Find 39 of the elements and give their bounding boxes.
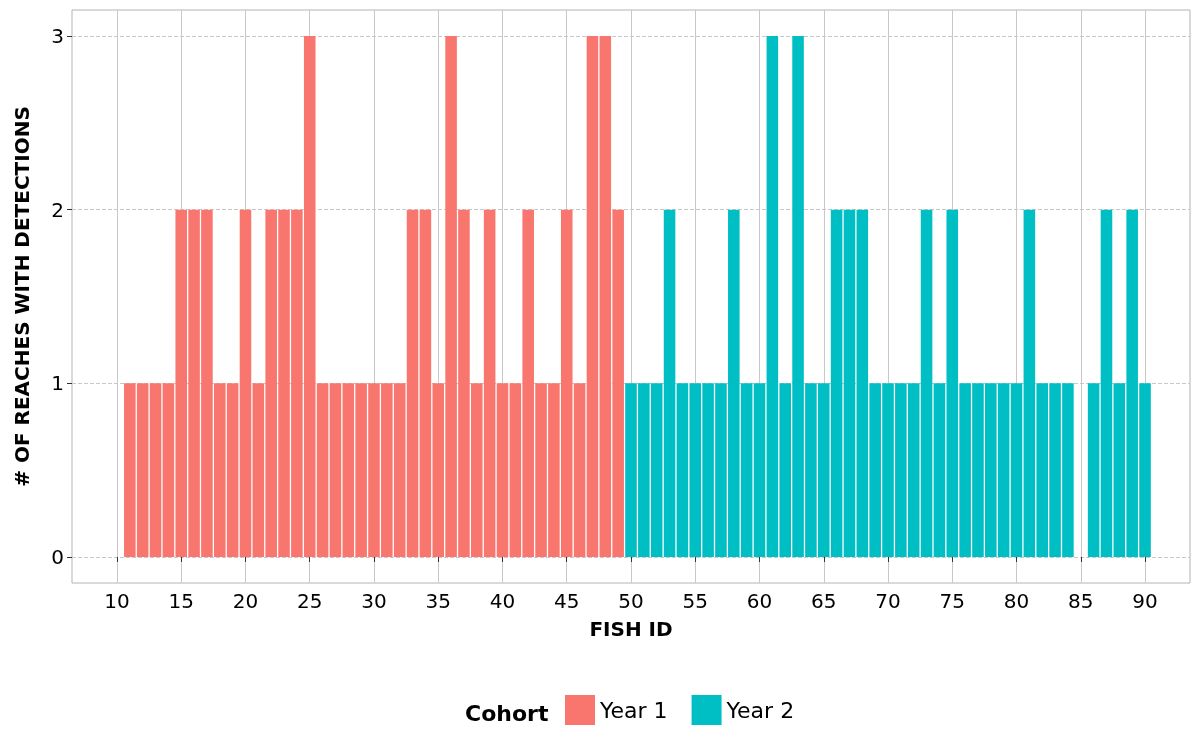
bar <box>496 383 509 557</box>
x-tick-label: 75 <box>939 589 965 613</box>
y-tick-label: 2 <box>51 197 64 222</box>
legend-title: Cohort <box>465 700 549 726</box>
x-tick-label: 55 <box>682 589 708 613</box>
x-tick-label: 35 <box>425 589 451 613</box>
x-tick-label: 65 <box>811 589 837 613</box>
bar <box>1100 209 1113 557</box>
bar <box>920 209 933 557</box>
bar <box>753 383 766 557</box>
x-tick-label: 40 <box>489 589 516 613</box>
bar <box>1087 383 1100 557</box>
y-tick-label: 1 <box>51 371 64 396</box>
bar <box>1010 383 1023 557</box>
x-tick-label: 30 <box>361 589 387 613</box>
bar <box>406 209 419 557</box>
x-tick-label: 10 <box>104 589 130 613</box>
x-tick-label: 15 <box>168 589 194 613</box>
bar <box>329 383 342 557</box>
x-tick-label: 60 <box>746 589 773 613</box>
x-tick-label: 70 <box>875 589 901 613</box>
x-tick-label: 50 <box>618 589 644 613</box>
x-tick-label: 45 <box>554 589 580 613</box>
bar <box>663 209 676 557</box>
y-axis-title: # OF REACHES WITH DETECTIONS <box>10 106 34 487</box>
bar <box>149 383 162 557</box>
x-tick-label: 85 <box>1068 589 1094 613</box>
legend-label: Year 2 <box>725 697 795 723</box>
x-tick-label: 80 <box>1003 589 1030 613</box>
x-tick-label: 90 <box>1132 589 1158 613</box>
legend-label: Year 1 <box>599 697 668 723</box>
bar <box>843 209 856 557</box>
y-tick-label: 3 <box>51 24 64 49</box>
x-axis-title: FISH ID <box>589 617 673 641</box>
bar <box>239 209 252 557</box>
x-tick-label: 20 <box>232 589 259 613</box>
y-tick-label: 0 <box>51 544 64 569</box>
x-tick-label: 25 <box>297 589 323 613</box>
bar <box>586 36 599 557</box>
